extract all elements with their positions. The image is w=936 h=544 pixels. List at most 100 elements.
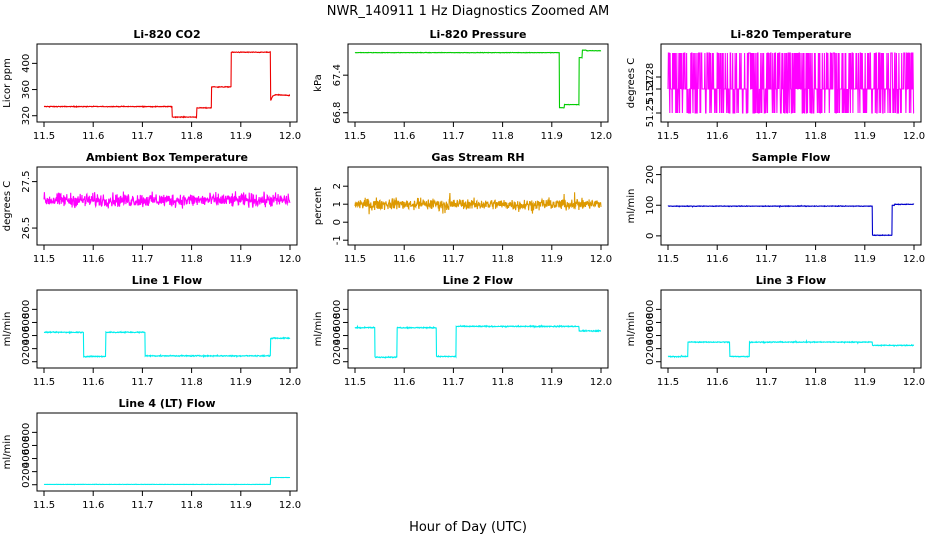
x-tick-label: 11.5	[657, 377, 679, 388]
panel-2: Li-820 Pressure 11.5 11.6 11.7 11.8 11.9 12.0 6…	[313, 28, 612, 142]
y-tick-label: 800	[21, 423, 32, 442]
y-axis-label: Licor ppm	[2, 58, 13, 108]
x-tick-label: 11.6	[393, 131, 415, 142]
x-tick-label: 11.6	[706, 131, 728, 142]
y-axis-label: degrees C	[626, 58, 637, 108]
y-tick-label: 400	[645, 326, 656, 345]
panel-5: Gas Stream RH 11.5 11.6 11.7 11.8 11.9 12.0 -1 0…	[313, 151, 612, 265]
x-tick-label: 12.0	[279, 500, 301, 511]
y-tick-label: 0	[21, 482, 32, 488]
series-line	[667, 203, 915, 237]
x-tick-label: 11.6	[82, 377, 104, 388]
x-tick-label: 11.5	[344, 254, 366, 265]
x-tick-label: 11.7	[131, 131, 153, 142]
plot-frame	[660, 43, 922, 123]
y-tick-label: 600	[645, 313, 656, 332]
panel-7: Line 1 Flow 11.5 11.6 11.7 11.8 11.9 12.0 02004…	[2, 274, 301, 388]
y-axis-label: kPa	[313, 74, 324, 92]
x-tick-label: 11.9	[230, 500, 252, 511]
plot-frame	[36, 412, 298, 492]
x-tick-label: 11.7	[442, 254, 464, 265]
x-tick-label: 11.9	[854, 254, 876, 265]
y-tick-label: 800	[645, 300, 656, 319]
plot-frame	[36, 289, 298, 369]
panel-10: Line 4 (LT) Flow 11.5 11.6 11.7 11.8 11.9 12.0…	[2, 397, 301, 511]
panel-9: Line 3 Flow 11.5 11.6 11.7 11.8 11.9 12.0 02004…	[626, 274, 925, 388]
panel-title: Line 4 (LT) Flow	[119, 397, 216, 410]
y-tick-label: 0	[21, 359, 32, 365]
x-tick-label: 11.8	[180, 377, 202, 388]
x-tick-label: 11.6	[706, 377, 728, 388]
x-tick-label: 12.0	[903, 254, 925, 265]
x-tick-label: 11.9	[541, 377, 563, 388]
x-tick-label: 11.6	[82, 254, 104, 265]
y-tick-label: 0	[332, 219, 343, 225]
y-tick-label: 27.5	[21, 170, 32, 192]
y-tick-label: 0	[332, 359, 343, 365]
x-tick-label: 11.9	[541, 254, 563, 265]
y-axis-label: ml/min	[313, 312, 324, 347]
x-tick-label: 11.7	[442, 131, 464, 142]
panel-1: Li-820 CO2 11.5 11.6 11.7 11.8 11.9 12.0 320 360…	[2, 28, 301, 142]
series-line	[354, 324, 601, 359]
x-tick-label: 11.5	[344, 377, 366, 388]
y-tick-label: 51.28	[645, 63, 656, 92]
x-tick-label: 12.0	[590, 377, 612, 388]
x-tick-label: 11.6	[393, 377, 415, 388]
x-tick-label: 11.5	[344, 131, 366, 142]
y-tick-label: 600	[21, 436, 32, 455]
y-tick-label: 320	[21, 106, 32, 125]
y-tick-label: 51.27	[645, 75, 656, 104]
y-axis-label: ml/min	[626, 189, 637, 224]
y-tick-label: 51.25	[645, 99, 656, 128]
y-axis-label: percent	[313, 187, 324, 225]
x-tick-label: 11.9	[230, 377, 252, 388]
series-line	[667, 339, 915, 359]
y-tick-label: 100	[645, 196, 656, 215]
x-tick-label: 11.7	[131, 500, 153, 511]
y-tick-label: 0	[645, 233, 656, 239]
plot-frame	[660, 289, 922, 369]
y-tick-label: 400	[332, 326, 343, 345]
y-tick-label: 67.4	[332, 64, 343, 86]
y-tick-label: 2	[332, 183, 343, 189]
x-tick-label: 12.0	[903, 131, 925, 142]
series-line	[43, 50, 291, 119]
y-tick-label: 400	[21, 54, 32, 73]
plot-frame	[36, 166, 298, 246]
x-tick-label: 11.9	[230, 131, 252, 142]
panel-title: Sample Flow	[752, 151, 831, 164]
x-tick-label: 11.8	[491, 131, 513, 142]
x-tick-label: 12.0	[279, 254, 301, 265]
x-tick-label: 11.8	[491, 254, 513, 265]
x-tick-label: 12.0	[279, 377, 301, 388]
x-tick-label: 12.0	[903, 377, 925, 388]
series-line	[354, 192, 602, 215]
x-tick-label: 11.8	[804, 254, 826, 265]
x-tick-label: 11.6	[393, 254, 415, 265]
x-tick-label: 11.7	[442, 377, 464, 388]
series-line	[667, 52, 915, 114]
plot-frame	[347, 289, 609, 369]
x-tick-label: 11.7	[755, 377, 777, 388]
x-tick-label: 11.6	[82, 500, 104, 511]
plot-frame	[347, 43, 609, 123]
x-tick-label: 11.8	[180, 500, 202, 511]
y-tick-label: 200	[21, 339, 32, 358]
x-tick-label: 11.7	[131, 254, 153, 265]
y-axis-label: ml/min	[2, 312, 13, 347]
series-line	[354, 49, 602, 109]
panel-title: Gas Stream RH	[431, 151, 524, 164]
x-tick-label: 11.5	[657, 254, 679, 265]
x-tick-label: 11.5	[33, 500, 55, 511]
x-tick-label: 11.8	[804, 377, 826, 388]
y-tick-label: 360	[21, 80, 32, 99]
y-tick-label: 200	[21, 462, 32, 481]
y-tick-label: 0	[645, 359, 656, 365]
x-tick-label: 11.6	[82, 131, 104, 142]
y-tick-label: 200	[645, 339, 656, 358]
y-tick-label: 600	[332, 313, 343, 332]
y-tick-label: 200	[332, 339, 343, 358]
series-line	[43, 330, 291, 359]
x-tick-label: 11.9	[854, 131, 876, 142]
